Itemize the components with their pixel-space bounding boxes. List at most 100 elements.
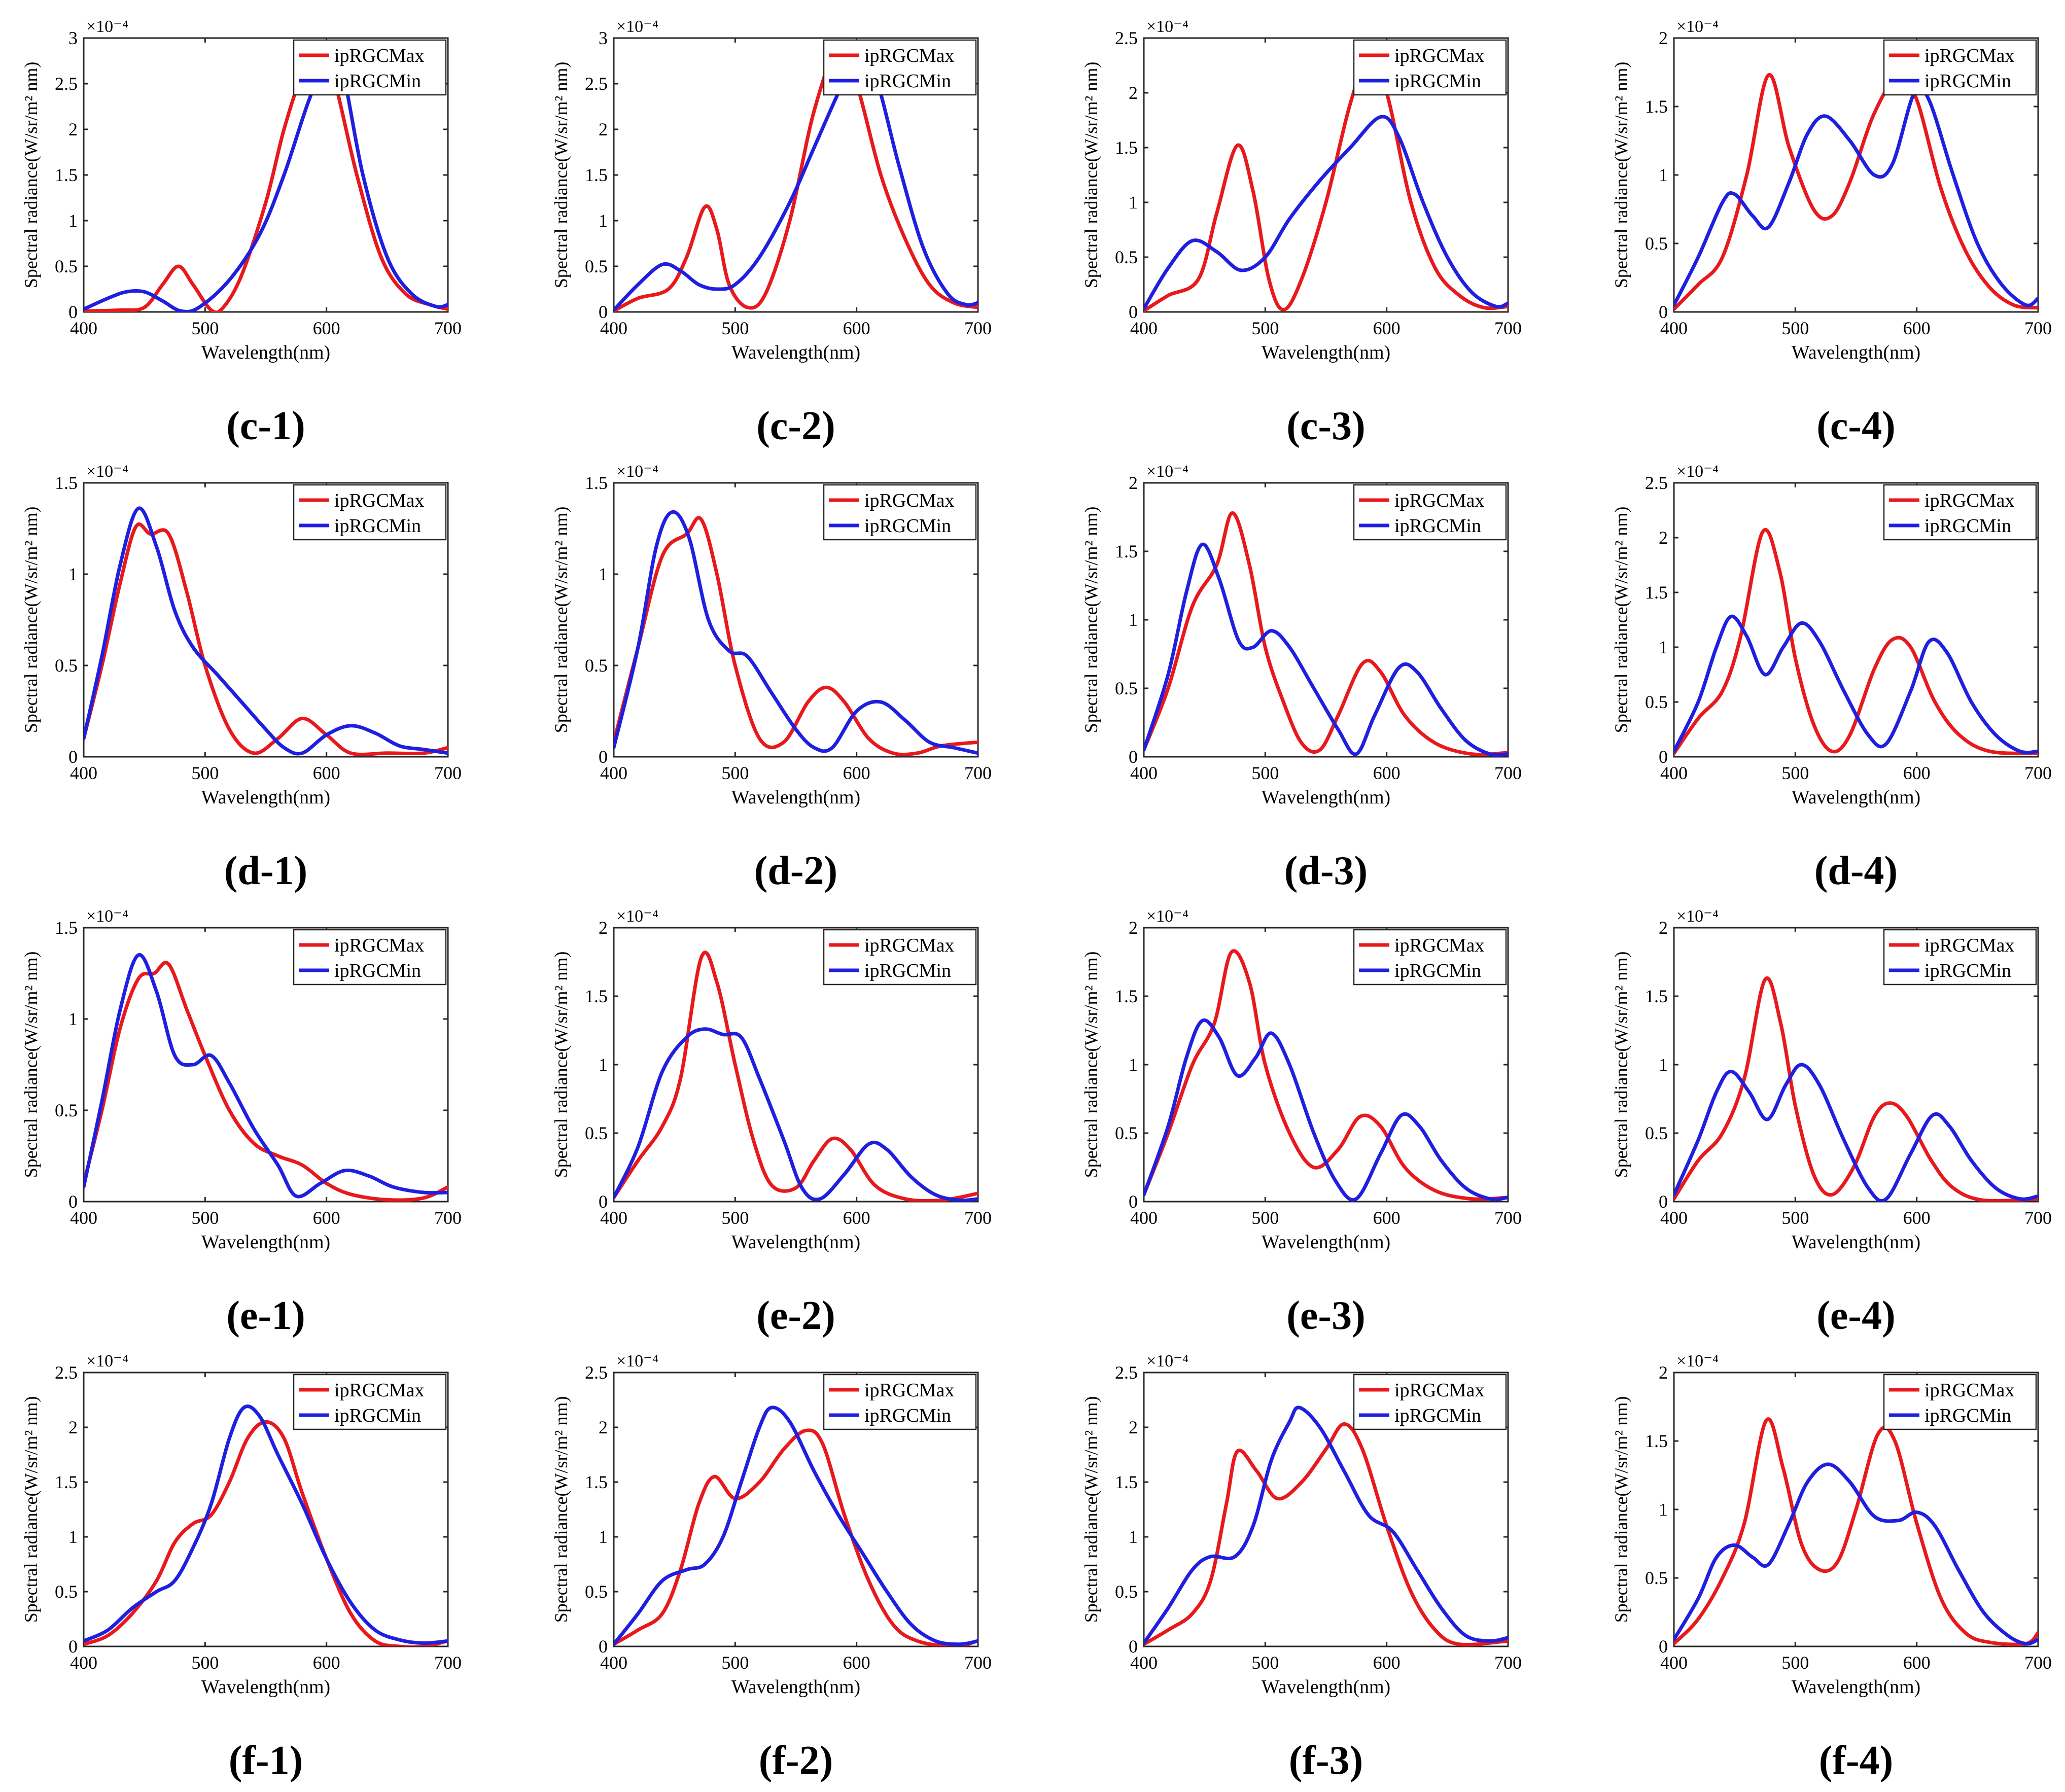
x-tick-label: 700 xyxy=(434,1653,462,1673)
y-tick-label: 1.5 xyxy=(585,986,608,1006)
x-tick-label: 700 xyxy=(964,1653,992,1673)
panel-e-4: 400 500 600 700 0 0.5 1 1.5 2 ×10⁻⁴ Wavelength(nm)… xyxy=(1611,907,2052,1253)
x-tick-label: 600 xyxy=(313,318,340,338)
x-tick-label: 700 xyxy=(2024,1208,2052,1228)
y-tick-label: 1.5 xyxy=(585,1472,608,1492)
scale-label: ×10⁻⁴ xyxy=(86,907,128,926)
panel-label: (f-2) xyxy=(758,1738,833,1783)
series-group xyxy=(1674,1417,2038,1646)
series-line-ipRGCMax xyxy=(1674,1417,2038,1646)
legend-label-ipRGCMax: ipRGCMax xyxy=(334,1380,424,1401)
scale-label: ×10⁻⁴ xyxy=(1146,1352,1188,1371)
legend-box xyxy=(1883,484,2037,541)
legend-box xyxy=(293,1374,447,1430)
panel-label: (f-1) xyxy=(228,1738,303,1783)
legend-label-ipRGCMin: ipRGCMin xyxy=(1394,515,1481,537)
series-line-ipRGCMin xyxy=(84,953,448,1199)
panel-label: (d-3) xyxy=(1284,849,1368,893)
y-tick-label: 0 xyxy=(1659,1636,1668,1657)
y-tick-label: 0 xyxy=(68,302,78,322)
y-tick-label: 2 xyxy=(1129,1417,1138,1437)
x-tick-label: 500 xyxy=(1251,318,1279,338)
axes-box xyxy=(83,482,449,758)
x-tick-label: 600 xyxy=(313,1653,340,1673)
legend-label-ipRGCMin: ipRGCMin xyxy=(334,515,421,537)
panel-d-2: 400 500 600 700 0 0.5 1 1.5 ×10⁻⁴ Wavelength(nm) S… xyxy=(551,462,992,808)
x-tick-label: 700 xyxy=(964,1208,992,1228)
y-axis-label: Spectral radiance(W/sr/m² nm) xyxy=(1611,62,1631,289)
x-tick-label: 700 xyxy=(964,763,992,783)
series-line-ipRGCMax xyxy=(614,1428,978,1646)
legend-label-ipRGCMax: ipRGCMax xyxy=(864,1380,954,1401)
series-line-ipRGCMin xyxy=(1674,1063,2038,1202)
scale-label: ×10⁻⁴ xyxy=(86,17,128,36)
panel-label: (d-4) xyxy=(1814,849,1898,893)
y-tick-label: 0 xyxy=(68,1191,78,1212)
legend-box xyxy=(1883,1374,2037,1430)
x-axis-label: Wavelength(nm) xyxy=(731,787,860,808)
panel-e-1: 400 500 600 700 0 0.5 1 1.5 ×10⁻⁴ Wavelength(nm) S… xyxy=(21,907,462,1253)
x-tick-label: 600 xyxy=(1903,1653,1931,1673)
legend-label-ipRGCMax: ipRGCMax xyxy=(334,490,424,511)
x-tick-label: 600 xyxy=(1373,763,1401,783)
panel-label: (e-3) xyxy=(1286,1293,1366,1338)
panel-label: (d-1) xyxy=(224,849,308,893)
y-tick-label: 2.5 xyxy=(1645,473,1668,493)
legend-box xyxy=(823,484,977,541)
legend-label-ipRGCMin: ipRGCMin xyxy=(1924,515,2011,537)
x-tick-label: 400 xyxy=(1660,1208,1688,1228)
scale-label: ×10⁻⁴ xyxy=(616,1352,658,1371)
legend-label-ipRGCMin: ipRGCMin xyxy=(334,960,421,981)
y-tick-label: 1.5 xyxy=(1115,1472,1138,1492)
legend-label-ipRGCMax: ipRGCMax xyxy=(864,45,954,66)
x-tick-label: 400 xyxy=(600,1208,627,1228)
y-tick-label: 2 xyxy=(1659,918,1668,938)
x-tick-label: 500 xyxy=(1781,1208,1809,1228)
series-line-ipRGCMax xyxy=(84,961,448,1202)
x-tick-label: 600 xyxy=(1373,1208,1401,1228)
x-tick-label: 600 xyxy=(1903,1208,1931,1228)
y-tick-label: 0 xyxy=(1129,747,1138,767)
series-line-ipRGCMin xyxy=(84,52,448,312)
x-tick-label: 400 xyxy=(1660,763,1688,783)
axes-box xyxy=(613,482,979,758)
panel-d-3: 400 500 600 700 0 0.5 1 1.5 2 ×10⁻⁴ Wavelength(nm)… xyxy=(1081,462,1522,808)
y-tick-label: 3 xyxy=(68,28,78,48)
series-group xyxy=(84,506,448,756)
axes-box xyxy=(613,1372,979,1647)
panel-label: (c-2) xyxy=(756,404,835,448)
series-line-ipRGCMax xyxy=(1144,1422,1508,1646)
y-tick-label: 0 xyxy=(1659,1191,1668,1212)
y-axis-label: Spectral radiance(W/sr/m² nm) xyxy=(1611,952,1631,1178)
y-tick-label: 0 xyxy=(1659,302,1668,322)
x-axis-label: Wavelength(nm) xyxy=(1792,342,1920,363)
x-tick-label: 400 xyxy=(70,1653,97,1673)
legend-label-ipRGCMax: ipRGCMax xyxy=(1394,45,1484,66)
legend-label-ipRGCMax: ipRGCMax xyxy=(1924,490,2014,511)
legend-label-ipRGCMin: ipRGCMin xyxy=(864,1405,951,1426)
y-tick-label: 2 xyxy=(599,1417,608,1437)
legend-label-ipRGCMax: ipRGCMax xyxy=(1924,45,2014,66)
scale-label: ×10⁻⁴ xyxy=(1146,907,1188,926)
x-tick-label: 500 xyxy=(1251,1208,1279,1228)
legend-label-ipRGCMax: ipRGCMax xyxy=(1394,935,1484,956)
series-line-ipRGCMin xyxy=(1674,614,2038,755)
y-tick-label: 0.5 xyxy=(1115,1123,1138,1143)
legend-label-ipRGCMin: ipRGCMin xyxy=(864,960,951,981)
y-tick-label: 0.5 xyxy=(585,655,608,676)
y-tick-label: 2 xyxy=(1659,1362,1668,1383)
y-tick-label: 0.5 xyxy=(1645,233,1668,254)
legend-label-ipRGCMax: ipRGCMax xyxy=(1394,1380,1484,1401)
legend-box xyxy=(293,484,447,541)
panel-f-3: 400 500 600 700 0 0.5 1 1.5 2 2.5 ×10⁻⁴ Wavelength(… xyxy=(1081,1352,1522,1698)
scale-label: ×10⁻⁴ xyxy=(616,462,658,481)
x-tick-label: 600 xyxy=(843,1653,870,1673)
y-axis-label: Spectral radiance(W/sr/m² nm) xyxy=(1081,507,1101,733)
y-tick-label: 0 xyxy=(68,747,78,767)
y-tick-label: 1 xyxy=(1659,637,1668,657)
y-tick-label: 2 xyxy=(1129,918,1138,938)
legend-box xyxy=(1883,929,2037,986)
x-axis-label: Wavelength(nm) xyxy=(1792,1676,1920,1698)
y-tick-label: 1 xyxy=(1659,1499,1668,1520)
x-tick-label: 600 xyxy=(843,318,870,338)
